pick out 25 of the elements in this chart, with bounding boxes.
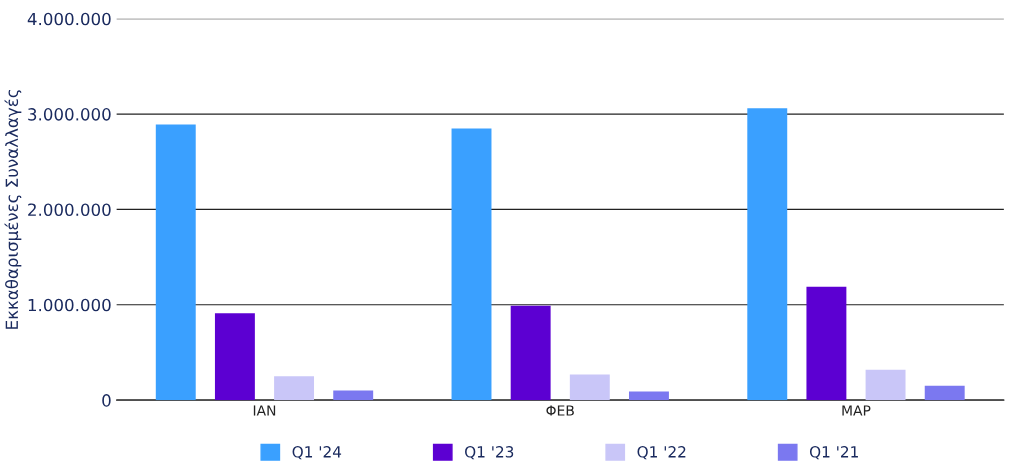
bar <box>924 385 965 401</box>
y-tick-label: 4.000.000 <box>27 12 111 26</box>
bar <box>274 376 315 401</box>
legend-label: Q1 '21 <box>809 446 858 460</box>
legend-label: Q1 '23 <box>465 446 514 460</box>
bar <box>629 391 669 401</box>
y-tick-label: 0 <box>102 394 111 407</box>
bar <box>510 305 551 401</box>
bar <box>214 313 255 401</box>
x-tick-label: MAP <box>842 405 871 416</box>
bar <box>747 108 788 401</box>
y-tick-label: 3.000.000 <box>28 108 111 121</box>
legend-label: Q1 '22 <box>637 446 686 460</box>
x-tick-label: ΦΕΒ <box>546 405 574 416</box>
y-tick-label: 2.000.000 <box>28 203 111 216</box>
bar <box>155 124 196 401</box>
bar <box>569 374 610 401</box>
y-axis-title: Εκκαθαρισμένες Συναλλαγές <box>4 90 22 329</box>
bar <box>451 128 492 401</box>
bar <box>865 369 906 401</box>
x-tick-label: IAN <box>253 405 276 416</box>
y-tick-label: 1.000.000 <box>28 298 111 312</box>
bar <box>806 286 847 401</box>
legend-label: Q1 '24 <box>292 446 342 460</box>
bar <box>333 390 374 401</box>
